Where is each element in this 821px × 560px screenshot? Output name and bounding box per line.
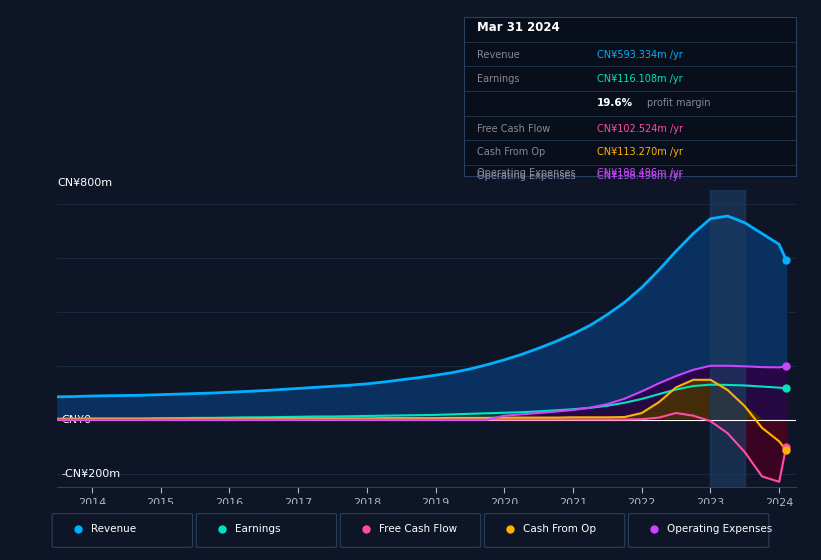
Text: Mar 31 2024: Mar 31 2024 (477, 21, 560, 35)
Text: Free Cash Flow: Free Cash Flow (477, 124, 550, 133)
FancyBboxPatch shape (53, 514, 192, 547)
Text: Revenue: Revenue (90, 524, 135, 534)
Text: CN¥593.334m /yr: CN¥593.334m /yr (597, 50, 682, 60)
Text: Earnings: Earnings (235, 524, 280, 534)
Text: -CN¥200m: -CN¥200m (62, 469, 121, 479)
Text: Earnings: Earnings (477, 74, 520, 84)
Text: Free Cash Flow: Free Cash Flow (378, 524, 456, 534)
Text: Operating Expenses: Operating Expenses (477, 168, 576, 178)
Text: 19.6%: 19.6% (597, 98, 633, 108)
Text: Cash From Op: Cash From Op (477, 147, 545, 157)
Text: CN¥800m: CN¥800m (57, 178, 112, 188)
Text: CN¥198.496m /yr: CN¥198.496m /yr (597, 171, 682, 181)
Text: Cash From Op: Cash From Op (523, 524, 596, 534)
Text: Operating Expenses: Operating Expenses (667, 524, 772, 534)
Text: CN¥102.524m /yr: CN¥102.524m /yr (597, 124, 683, 133)
Text: CN¥116.108m /yr: CN¥116.108m /yr (597, 74, 682, 84)
Text: Revenue: Revenue (477, 50, 520, 60)
Text: CN¥0: CN¥0 (62, 415, 91, 424)
Text: Operating Expenses: Operating Expenses (477, 171, 576, 181)
FancyBboxPatch shape (196, 514, 337, 547)
FancyBboxPatch shape (340, 514, 481, 547)
Text: profit margin: profit margin (647, 98, 710, 108)
Text: CN¥113.270m /yr: CN¥113.270m /yr (597, 147, 683, 157)
Text: CN¥198.496m /yr: CN¥198.496m /yr (597, 168, 682, 178)
FancyBboxPatch shape (484, 514, 625, 547)
FancyBboxPatch shape (629, 514, 769, 547)
Bar (710, 190, 745, 487)
